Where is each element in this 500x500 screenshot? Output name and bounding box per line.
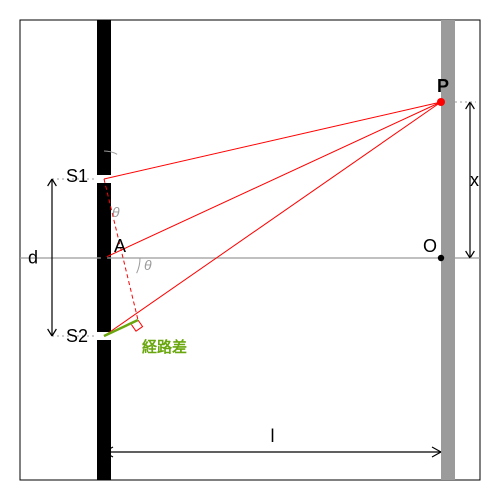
label-l: l <box>271 426 275 446</box>
label-theta-2: θ <box>144 257 152 273</box>
label-S2: S2 <box>66 326 88 346</box>
label-d: d <box>28 248 38 268</box>
label-A: A <box>114 236 126 256</box>
label-P: P <box>437 76 449 96</box>
label-x: x <box>470 170 479 190</box>
label-theta-1: θ <box>112 204 120 220</box>
label-S1: S1 <box>66 166 88 186</box>
label-path-diff: 経路差 <box>142 338 187 356</box>
label-O: O <box>423 236 437 256</box>
